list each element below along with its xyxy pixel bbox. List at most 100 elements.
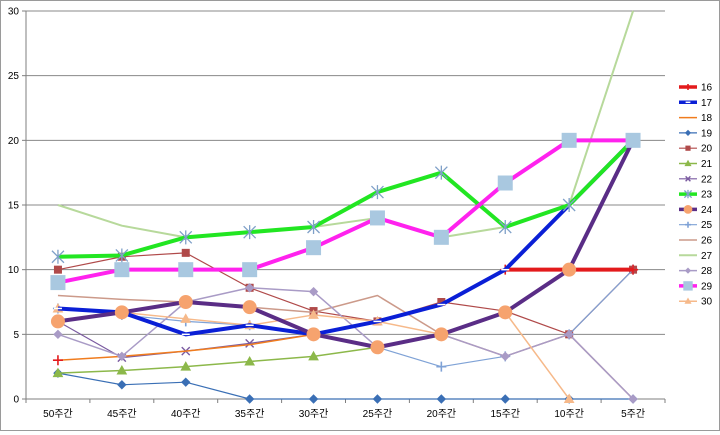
x-tick-label: 30주간 xyxy=(299,408,329,420)
data-point xyxy=(52,355,63,366)
data-point xyxy=(628,394,638,404)
series-line xyxy=(57,372,634,400)
legend-item-29: 29 xyxy=(679,281,713,292)
series-line xyxy=(57,287,634,400)
data-point xyxy=(685,84,691,90)
legend: 16 17 18 19 20 21 22 23 24 25 26 27 28 29 30 xyxy=(679,83,713,308)
legend-item-28: 28 xyxy=(679,266,713,277)
data-point xyxy=(369,210,385,226)
legend-label: 17 xyxy=(701,98,713,109)
data-point xyxy=(181,377,191,387)
legend-label: 21 xyxy=(701,159,713,170)
data-point xyxy=(561,132,577,148)
data-point xyxy=(683,205,693,214)
data-point xyxy=(370,340,385,355)
legend-item-20: 20 xyxy=(679,144,713,155)
data-point xyxy=(242,262,258,278)
data-point xyxy=(52,367,64,378)
data-point xyxy=(308,286,319,297)
data-point xyxy=(498,305,513,320)
data-point xyxy=(370,185,384,200)
x-tick-label: 15주간 xyxy=(490,408,520,420)
x-tick-label: 25주간 xyxy=(363,408,393,420)
series-20 xyxy=(53,248,638,339)
legend-item-21: 21 xyxy=(679,159,713,170)
data-point xyxy=(244,283,255,293)
legend-item-18: 18 xyxy=(679,113,713,124)
data-point xyxy=(498,219,512,234)
data-point xyxy=(243,225,257,240)
legend-item-24: 24 xyxy=(679,205,713,216)
data-point xyxy=(244,355,256,366)
data-point xyxy=(307,219,321,234)
y-tick-label: 25 xyxy=(8,71,20,82)
data-point xyxy=(372,394,383,404)
data-point xyxy=(180,361,192,371)
data-point xyxy=(308,309,319,319)
series-24 xyxy=(50,133,641,355)
legend-label: 19 xyxy=(701,128,713,139)
legend-label: 20 xyxy=(701,144,713,155)
y-tick-label: 0 xyxy=(13,395,19,406)
data-point xyxy=(436,361,447,372)
series-27 xyxy=(57,10,634,239)
x-tick-label: 10주간 xyxy=(554,408,584,420)
data-point xyxy=(53,329,63,340)
series-line xyxy=(57,252,634,335)
data-point xyxy=(683,281,693,291)
series-17 xyxy=(53,138,638,337)
x-tick-label: 50주간 xyxy=(43,408,73,420)
data-point xyxy=(115,248,129,263)
legend-item-23: 23 xyxy=(679,190,713,201)
data-point xyxy=(114,262,130,278)
y-tick-label: 10 xyxy=(8,265,20,276)
data-point xyxy=(500,394,510,404)
x-tick-label: 5주간 xyxy=(621,408,645,420)
series-line xyxy=(57,138,634,285)
x-tick-label: 20주간 xyxy=(427,408,457,420)
legend-label: 18 xyxy=(701,113,713,124)
data-point xyxy=(685,221,691,228)
data-point xyxy=(179,230,193,245)
data-point xyxy=(117,380,127,390)
data-point xyxy=(564,329,574,340)
data-point xyxy=(53,265,62,274)
data-point xyxy=(562,262,577,277)
legend-label: 26 xyxy=(701,236,713,247)
legend-label: 30 xyxy=(701,297,713,308)
legend-label: 22 xyxy=(701,174,713,185)
data-point xyxy=(436,394,447,404)
data-point xyxy=(181,248,190,257)
data-point xyxy=(685,175,691,182)
data-point xyxy=(178,295,193,309)
data-point xyxy=(434,327,449,342)
data-point xyxy=(50,314,65,329)
data-point xyxy=(242,300,257,315)
legend-label: 23 xyxy=(701,190,713,201)
data-point xyxy=(50,275,66,291)
data-point xyxy=(114,305,129,320)
legend-item-26: 26 xyxy=(679,236,713,247)
legend-label: 29 xyxy=(701,281,713,292)
data-point xyxy=(180,313,192,323)
x-tick-label: 35주간 xyxy=(235,408,265,420)
series-19 xyxy=(53,368,638,404)
data-point xyxy=(683,189,693,199)
legend-label: 25 xyxy=(701,220,713,231)
data-point xyxy=(308,394,319,404)
data-point xyxy=(685,145,691,151)
y-tick-label: 30 xyxy=(8,7,20,18)
series-29 xyxy=(50,132,641,291)
data-point xyxy=(684,297,692,304)
data-point xyxy=(497,175,513,191)
legend-item-30: 30 xyxy=(679,297,713,308)
data-point xyxy=(244,394,255,404)
data-point xyxy=(117,351,127,362)
y-tick-label: 20 xyxy=(8,136,20,147)
legend-label: 16 xyxy=(701,83,713,94)
data-point xyxy=(306,327,321,342)
legend-item-16: 16 xyxy=(679,83,713,94)
series-line xyxy=(57,10,634,239)
legend-item-22: 22 xyxy=(679,174,713,185)
